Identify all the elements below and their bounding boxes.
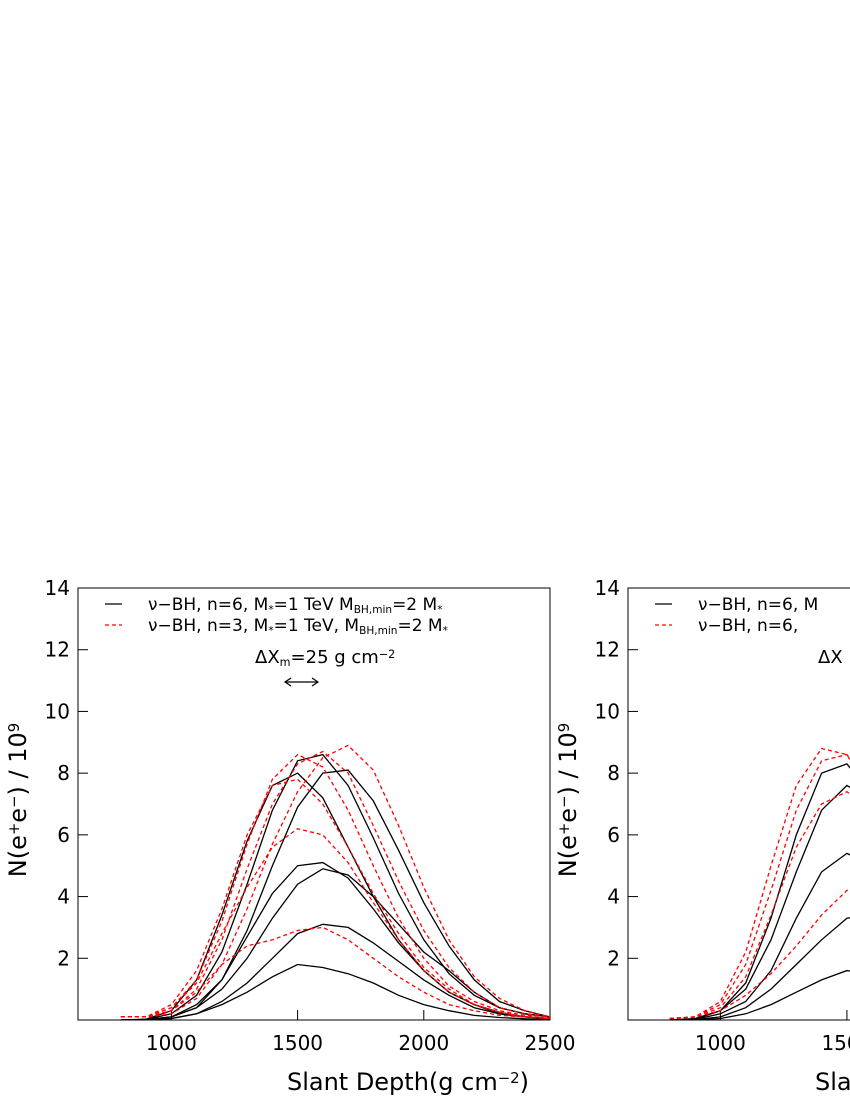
text-part: − <box>5 795 23 807</box>
y-tick-label: 12 <box>595 638 620 662</box>
text-part: ) / 10 <box>554 732 582 795</box>
delta-arrow-heads <box>283 677 320 687</box>
y-tick-label: 14 <box>45 576 70 600</box>
plot-frame <box>627 587 850 1021</box>
text-part: * <box>443 625 448 637</box>
y-tick-label: 10 <box>595 699 620 723</box>
y-tick-label: 8 <box>57 761 70 785</box>
text-part: + <box>5 823 23 835</box>
x-tick-label: 1500 <box>272 1031 323 1055</box>
text-part: =1 TeV M <box>274 595 354 615</box>
text-part: ν−BH, n=6, M <box>698 595 818 615</box>
curve <box>669 917 850 1020</box>
text-part: * <box>268 625 273 637</box>
curve <box>120 769 550 1020</box>
text-part: ν−BH, n=6, <box>698 616 798 636</box>
text-part: 9 <box>555 723 573 732</box>
panel: 2 4 6 8 10 12 14 1000 1500 ν−BH, n=6, Mν−BH, n=6,… <box>554 576 850 1096</box>
text-part: * <box>437 604 442 616</box>
plot-frame <box>77 587 551 1021</box>
curve <box>120 868 550 1020</box>
legend-label: ν−BH, n=6, M*=1 TeV MBH,min=2 M* <box>148 595 442 616</box>
text-part: − <box>555 795 573 807</box>
curve <box>120 923 550 1020</box>
curve <box>120 926 550 1020</box>
y-tick-label: 4 <box>607 885 620 909</box>
text-part: BH,min <box>354 604 392 616</box>
text-part: ) / 10 <box>4 732 32 795</box>
x-tick-label: 2000 <box>398 1031 449 1055</box>
text-part: −2 <box>379 648 395 661</box>
curve <box>120 753 550 1020</box>
text-part: =2 M <box>392 595 437 615</box>
text-part: m <box>280 656 291 669</box>
x-tick-label: 1500 <box>821 1031 850 1055</box>
curve <box>120 861 550 1020</box>
y-tick-label: 8 <box>607 761 620 785</box>
curve <box>669 763 850 1020</box>
annotation: ΔXm=25 g cm−2 <box>255 647 395 669</box>
curve <box>669 888 850 1020</box>
curve <box>120 750 550 1018</box>
legend-label: ν−BH, n=6, <box>698 616 798 636</box>
text-part: BH,min <box>359 625 397 637</box>
text-part: =1 TeV, M <box>274 616 360 636</box>
curve <box>669 747 850 1020</box>
y-axis-label: N(e+e−) / 109 <box>554 723 582 878</box>
text-part: =2 M <box>397 616 442 636</box>
x-axis-label: Slant Depth(g cm−2) <box>287 1068 529 1096</box>
y-tick-label: 14 <box>595 576 620 600</box>
curve <box>120 753 550 1018</box>
y-tick-label: 2 <box>57 946 70 970</box>
curve <box>120 772 550 1020</box>
curve <box>669 753 850 1020</box>
y-axis-label: N(e+e−) / 109 <box>4 723 32 878</box>
curve <box>669 784 850 1020</box>
curve <box>669 790 850 1020</box>
text-part: ν−BH, n=6, M <box>148 595 268 615</box>
text-part: * <box>268 604 273 616</box>
x-tick-label: 1000 <box>146 1031 197 1055</box>
text-part: N(e <box>4 835 32 877</box>
x-axis-label: Sla <box>815 1068 850 1096</box>
text-part: Slant Depth(g cm <box>287 1068 498 1096</box>
text-part: ΔX <box>818 647 843 668</box>
legend-label: ν−BH, n=6, M <box>698 595 818 615</box>
y-tick-label: 12 <box>45 638 70 662</box>
y-tick-label: 6 <box>57 823 70 847</box>
text-part: Sla <box>815 1068 850 1096</box>
text-part: 9 <box>5 723 23 732</box>
y-tick-label: 4 <box>57 885 70 909</box>
text-part: e <box>554 808 582 823</box>
y-tick-label: 6 <box>607 823 620 847</box>
annotation: ΔX <box>818 647 843 668</box>
curve <box>669 852 850 1020</box>
text-part: −2 <box>498 1069 520 1087</box>
legend-label: ν−BH, n=3, M*=1 TeV, MBH,min=2 M* <box>148 616 448 637</box>
curve <box>120 778 550 1020</box>
text-part: + <box>555 823 573 835</box>
x-tick-label: 1000 <box>695 1031 746 1055</box>
text-part: N(e <box>554 835 582 877</box>
text-part: =25 g cm <box>291 647 379 668</box>
curve <box>120 744 550 1018</box>
text-part: ΔX <box>255 647 280 668</box>
curve <box>669 969 850 1020</box>
y-tick-label: 10 <box>45 699 70 723</box>
text-part: ν−BH, n=3, M <box>148 616 268 636</box>
text-part: e <box>4 808 32 823</box>
y-tick-label: 2 <box>607 946 620 970</box>
x-tick-label: 2500 <box>525 1031 576 1055</box>
text-part: ) <box>520 1068 529 1096</box>
